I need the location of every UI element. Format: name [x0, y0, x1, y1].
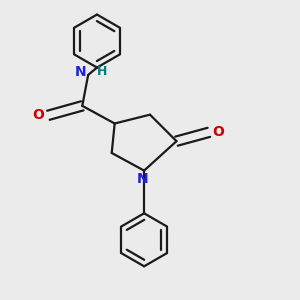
Text: H: H	[96, 65, 107, 79]
Text: O: O	[32, 108, 44, 122]
Text: N: N	[75, 65, 87, 79]
Text: O: O	[212, 125, 224, 139]
Text: N: N	[137, 172, 148, 186]
